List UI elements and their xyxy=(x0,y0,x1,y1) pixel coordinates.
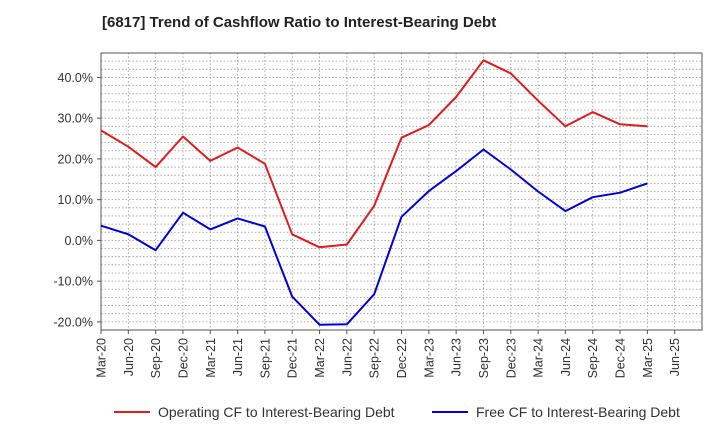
legend-swatch-operating-cf xyxy=(114,411,150,413)
x-tick-label: Jun-21 xyxy=(231,338,245,376)
series-line-operating-cf xyxy=(100,59,648,249)
y-tick-label: 20.0% xyxy=(58,152,93,166)
legend-label-operating-cf: Operating CF to Interest-Bearing Debt xyxy=(158,404,395,420)
line-chart: 40.0%30.0%20.0%10.0%0.0%-10.0%-20.0%Mar-… xyxy=(53,52,703,378)
legend-swatch-free-cf xyxy=(432,411,468,413)
x-tick-label: Sep-23 xyxy=(477,338,491,378)
legend-label-free-cf: Free CF to Interest-Bearing Debt xyxy=(476,404,680,420)
series-lines xyxy=(100,59,648,326)
x-tick-label: Sep-24 xyxy=(586,338,600,378)
y-tick-label: -10.0% xyxy=(53,275,93,289)
x-tick-label: Mar-21 xyxy=(204,338,218,378)
x-tick-label: Dec-22 xyxy=(395,338,409,378)
x-tick-label: Dec-23 xyxy=(504,338,518,378)
x-tick-label: Dec-24 xyxy=(614,338,628,378)
x-tick-label: Jun-25 xyxy=(668,338,682,376)
x-tick-label: Dec-21 xyxy=(286,338,300,378)
grid-lines xyxy=(101,53,702,330)
y-tick-label: 0.0% xyxy=(65,234,94,248)
legend-item-free-cf: Free CF to Interest-Bearing Debt xyxy=(432,404,680,420)
x-tick-label: Jun-24 xyxy=(559,338,573,376)
x-tick-label: Mar-22 xyxy=(313,338,327,378)
x-tick-label: Mar-24 xyxy=(532,338,546,378)
x-tick-label: Mar-20 xyxy=(95,338,109,378)
legend-item-operating-cf: Operating CF to Interest-Bearing Debt xyxy=(114,404,395,420)
x-tick-label: Jun-20 xyxy=(122,338,136,376)
x-tick-label: Dec-20 xyxy=(176,338,190,378)
y-tick-label: 30.0% xyxy=(58,112,93,126)
x-tick-label: Mar-23 xyxy=(422,338,436,378)
x-tick-label: Mar-25 xyxy=(641,338,655,378)
y-tick-label: 10.0% xyxy=(58,193,93,207)
x-tick-label: Sep-21 xyxy=(258,338,272,378)
series-line-free-cf xyxy=(100,148,648,326)
legend: Operating CF to Interest-Bearing Debt Fr… xyxy=(0,404,720,426)
x-tick-label: Sep-20 xyxy=(149,338,163,378)
y-tick-label: -20.0% xyxy=(53,315,93,329)
y-tick-label: 40.0% xyxy=(58,71,93,85)
axes: 40.0%30.0%20.0%10.0%0.0%-10.0%-20.0%Mar-… xyxy=(53,52,703,378)
x-tick-label: Sep-22 xyxy=(368,338,382,378)
x-tick-label: Jun-23 xyxy=(450,338,464,376)
chart-title: [6817] Trend of Cashflow Ratio to Intere… xyxy=(102,14,497,31)
x-tick-label: Jun-22 xyxy=(340,338,354,376)
